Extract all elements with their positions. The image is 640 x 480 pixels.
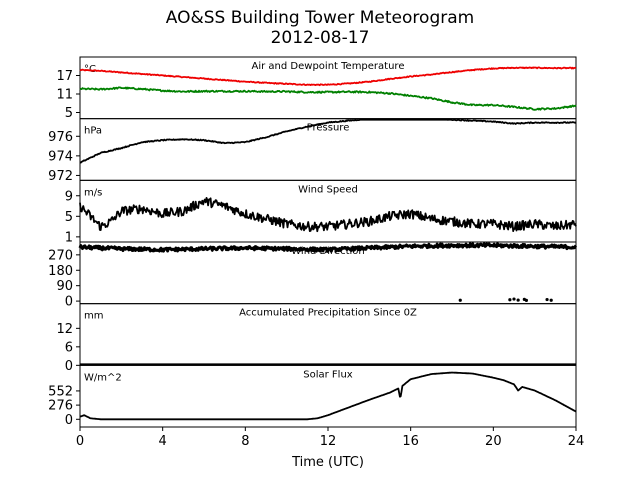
series-line [79, 66, 577, 87]
x-tick-label: 4 [159, 434, 167, 449]
y-tick-label: 0 [65, 295, 73, 310]
y-tick-label: 0 [65, 413, 73, 428]
data-point [545, 297, 549, 302]
x-tick-label: 24 [568, 434, 585, 449]
x-axis-label: Time (UTC) [291, 455, 364, 470]
x-tick-label: 8 [241, 434, 249, 449]
y-tick-label: 11 [56, 88, 73, 103]
y-tick-label: 5 [65, 210, 73, 225]
panel-title: Wind Speed [298, 184, 358, 195]
series-line [79, 118, 577, 164]
data-point [512, 297, 516, 301]
panel-title: Air and Dewpoint Temperature [252, 61, 405, 72]
data-point [516, 298, 520, 302]
y-tick-label: 972 [48, 169, 73, 184]
data-point [458, 298, 462, 302]
y-tick-label: 0 [65, 359, 73, 374]
chart-subtitle: 2012-08-17 [270, 28, 370, 48]
data-point [524, 298, 529, 303]
y-tick-label: 5 [65, 106, 73, 121]
series-line [79, 196, 577, 233]
panel-title: Pressure [307, 123, 350, 134]
y-tick-label: 976 [48, 130, 73, 145]
data-point [508, 298, 512, 302]
y-tick-label: 6 [65, 340, 73, 355]
x-tick-label: 20 [485, 434, 502, 449]
y-tick-label: 552 [48, 384, 73, 399]
series-line [78, 242, 578, 253]
y-tick-label: 276 [48, 399, 73, 414]
panel-title: Accumulated Precipitation Since 0Z [239, 308, 417, 319]
series-line [79, 86, 577, 111]
y-tick-label: 270 [48, 248, 73, 263]
unit-label: W/m^2 [84, 372, 122, 383]
y-tick-label: 9 [65, 189, 73, 204]
y-tick-label: 12 [56, 322, 73, 337]
chart-title: AO&SS Building Tower Meteorogram [165, 8, 475, 28]
y-tick-label: 17 [56, 69, 73, 84]
unit-label: m/s [84, 187, 102, 198]
y-tick-label: 90 [56, 279, 73, 294]
unit-label: hPa [84, 126, 102, 137]
unit-label: mm [84, 311, 103, 322]
y-tick-label: 974 [48, 149, 73, 164]
x-tick-label: 16 [402, 434, 419, 449]
y-tick-label: 1 [65, 230, 73, 245]
x-tick-label: 0 [76, 434, 84, 449]
y-tick-label: 180 [48, 264, 73, 279]
data-point [549, 298, 553, 302]
x-tick-label: 12 [320, 434, 337, 449]
series-line [79, 371, 577, 421]
panel-title: Solar Flux [303, 369, 353, 380]
